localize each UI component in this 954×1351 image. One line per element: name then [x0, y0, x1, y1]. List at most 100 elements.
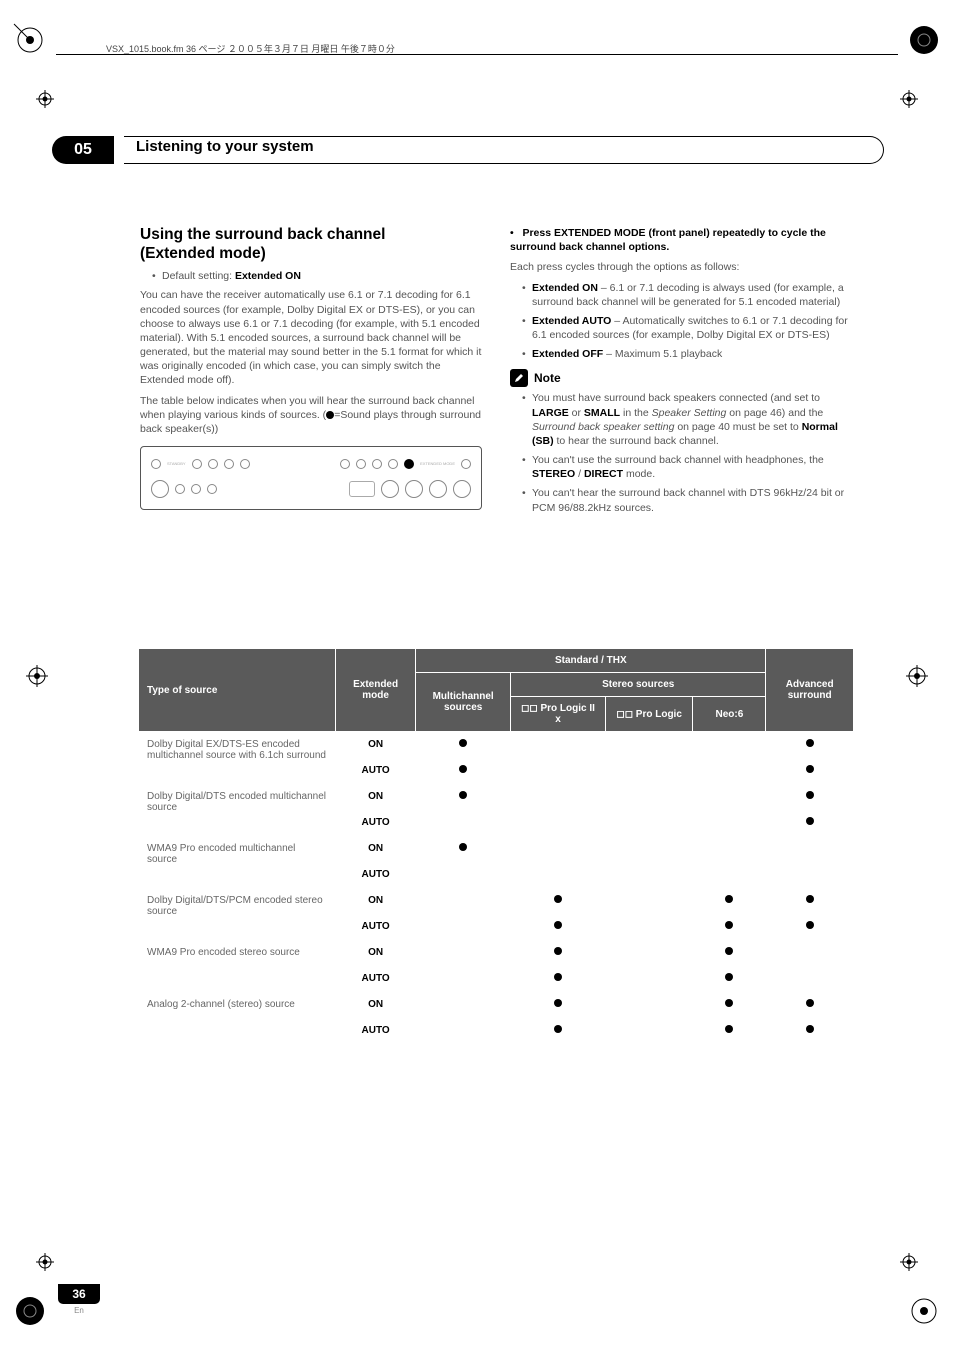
option-extended-on: Extended ON – 6.1 or 7.1 decoding is alw… [522, 281, 852, 309]
para-2: The table below indicates when you will … [140, 394, 482, 437]
device-panel-illustration: STANDBY EXTENDED MODE [140, 446, 482, 510]
th-standard: Standard / THX [416, 649, 766, 673]
step-followup: Each press cycles through the options as… [510, 260, 852, 274]
compat-cell [511, 888, 606, 914]
compat-cell [693, 1018, 766, 1044]
row-source: Dolby Digital/DTS encoded multichannel s… [139, 784, 336, 836]
compat-cell [605, 810, 693, 836]
compat-cell [511, 862, 606, 888]
compat-cell [693, 914, 766, 940]
compat-cell [693, 940, 766, 966]
row-mode: AUTO [335, 966, 415, 992]
right-column: • Press EXTENDED MODE (front panel) repe… [510, 226, 852, 520]
compat-cell [416, 784, 511, 810]
th-prologic: ◻◻ Pro Logic [605, 697, 693, 732]
footer: 36 En [58, 1284, 100, 1315]
th-neo6: Neo:6 [693, 697, 766, 732]
pageheader-text: VSX_1015.book.fm 36 ページ ２００５年３月７日 月曜日 午後… [106, 42, 395, 55]
compat-cell [766, 810, 854, 836]
compat-cell [416, 732, 511, 758]
chapter-title: Listening to your system [136, 138, 314, 155]
heading-line2: (Extended mode) [140, 245, 266, 262]
crosshair-upper-left [36, 90, 54, 108]
row-mode: AUTO [335, 758, 415, 784]
chapter-bar: 05 Listening to your system [52, 136, 884, 168]
compat-cell [693, 732, 766, 758]
compat-cell [511, 940, 606, 966]
compat-cell [693, 888, 766, 914]
page-lang: En [58, 1306, 100, 1315]
row-mode: AUTO [335, 1018, 415, 1044]
compat-cell [416, 940, 511, 966]
compat-cell [511, 810, 606, 836]
compat-cell [416, 836, 511, 862]
th-stereo: Stereo sources [511, 673, 766, 697]
compat-cell [605, 732, 693, 758]
heading-line1: Using the surround back channel [140, 226, 385, 243]
compat-cell [416, 914, 511, 940]
crosshair-lower-left [36, 1253, 54, 1271]
row-mode: ON [335, 836, 415, 862]
th-advanced: Advanced surround [766, 649, 854, 732]
row-source: WMA9 Pro encoded multichannel source [139, 836, 336, 888]
row-mode: ON [335, 940, 415, 966]
compat-cell [511, 966, 606, 992]
compat-cell [416, 888, 511, 914]
compat-cell [511, 1018, 606, 1044]
compat-cell [511, 758, 606, 784]
row-mode: ON [335, 784, 415, 810]
note-2: You can't use the surround back channel … [522, 453, 852, 481]
compat-cell [766, 940, 854, 966]
compat-cell [511, 784, 606, 810]
registration-top-left [10, 20, 50, 60]
row-mode: AUTO [335, 914, 415, 940]
step-instruction: • Press EXTENDED MODE (front panel) repe… [510, 226, 852, 254]
row-mode: AUTO [335, 810, 415, 836]
registration-bottom-left [10, 1291, 50, 1331]
compat-cell [693, 966, 766, 992]
compat-cell [693, 810, 766, 836]
note-heading: Note [510, 369, 852, 387]
compat-cell [766, 1018, 854, 1044]
left-column: Using the surround back channel (Extende… [140, 226, 482, 520]
option-extended-off: Extended OFF – Maximum 5.1 playback [522, 347, 852, 361]
compat-cell [605, 992, 693, 1018]
compat-cell [605, 940, 693, 966]
compat-cell [605, 914, 693, 940]
para-1: You can have the receiver automatically … [140, 288, 482, 387]
compat-cell [416, 1018, 511, 1044]
option-extended-auto: Extended AUTO – Automatically switches t… [522, 314, 852, 342]
registration-top-right [904, 20, 944, 60]
note-1: You must have surround back speakers con… [522, 391, 852, 448]
compat-cell [693, 836, 766, 862]
note-3: You can't hear the surround back channel… [522, 486, 852, 514]
compat-cell [416, 758, 511, 784]
compat-cell [766, 784, 854, 810]
compat-cell [766, 862, 854, 888]
compat-cell [766, 992, 854, 1018]
compat-cell [605, 862, 693, 888]
compat-cell [416, 862, 511, 888]
row-source: WMA9 Pro encoded stereo source [139, 940, 336, 992]
row-mode: ON [335, 888, 415, 914]
row-mode: AUTO [335, 862, 415, 888]
compat-cell [766, 836, 854, 862]
crosshair-lower-right [900, 1253, 918, 1271]
compat-cell [693, 992, 766, 1018]
page-number: 36 [58, 1284, 100, 1304]
compat-cell [605, 966, 693, 992]
th-multichannel: Multichannel sources [416, 673, 511, 732]
compatibility-table: Type of source Extended mode Standard / … [138, 648, 854, 1044]
registration-bottom-right [904, 1291, 944, 1331]
row-source: Dolby Digital EX/DTS-ES encoded multicha… [139, 732, 336, 784]
th-prologic2x: ◻◻ Pro Logic II x [511, 697, 606, 732]
compat-cell [605, 758, 693, 784]
compat-cell [416, 992, 511, 1018]
compat-cell [511, 914, 606, 940]
compat-cell [605, 1018, 693, 1044]
chapter-number: 05 [52, 136, 114, 164]
compat-cell [766, 732, 854, 758]
compat-cell [416, 810, 511, 836]
row-source: Analog 2-channel (stereo) source [139, 992, 336, 1044]
crosshair-right [906, 665, 928, 687]
